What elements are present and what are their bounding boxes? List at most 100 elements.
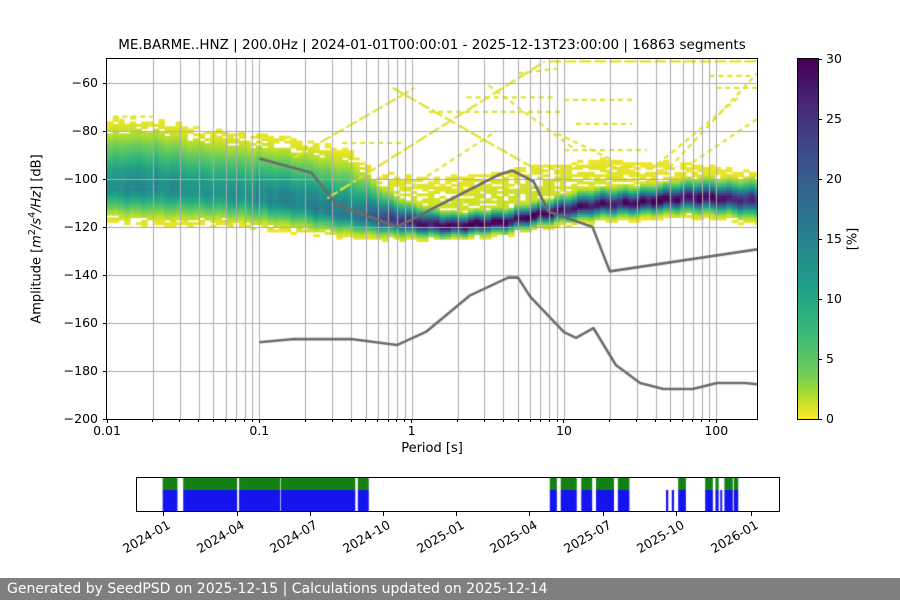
y-major-tick — [103, 178, 107, 180]
timeline-tick — [750, 512, 752, 516]
x-minor-tick — [556, 419, 558, 422]
x-tick-label: 0.01 — [93, 423, 121, 438]
y-major-tick — [103, 418, 107, 420]
x-minor-tick — [387, 419, 389, 422]
x-major-tick — [715, 419, 717, 423]
y-tick-label: −80 — [71, 123, 98, 138]
timeline-tick-label: 2024-04 — [193, 517, 247, 557]
x-minor-tick — [502, 419, 504, 422]
x-minor-tick — [539, 419, 541, 422]
colorbar-tick-label: 15 — [826, 231, 842, 246]
timeline-tick-label: 2025-07 — [560, 517, 614, 557]
colorbar-tick — [818, 238, 822, 240]
x-minor-tick — [517, 419, 519, 422]
x-minor-tick — [350, 419, 352, 422]
x-minor-tick — [365, 419, 367, 422]
x-minor-tick — [179, 419, 181, 422]
timeline-tick — [162, 512, 164, 516]
colorbar-tick-label: 20 — [826, 171, 842, 186]
x-minor-tick — [404, 419, 406, 422]
timeline-tick — [676, 512, 678, 516]
footer-bar: Generated by SeedPSD on 2025-12-15 | Cal… — [0, 578, 900, 600]
x-minor-tick — [331, 419, 333, 422]
x-minor-tick — [669, 419, 671, 422]
colorbar-tick-label: 5 — [826, 351, 834, 366]
y-major-tick — [103, 370, 107, 372]
x-major-tick — [106, 419, 108, 423]
timeline-tick — [309, 512, 311, 516]
y-major-tick — [103, 274, 107, 276]
ppsd-heatmap-canvas — [107, 59, 757, 419]
timeline-tick-label: 2025-01 — [413, 517, 467, 557]
timeline-tick — [456, 512, 458, 516]
colorbar-tick — [818, 118, 822, 120]
x-minor-tick — [708, 419, 710, 422]
x-minor-tick — [636, 419, 638, 422]
x-minor-tick — [457, 419, 458, 422]
x-minor-tick — [152, 419, 154, 422]
timeline-tick-label: 2025-04 — [486, 517, 540, 557]
x-axis-label: Period [s] — [401, 441, 463, 456]
y-axis-label-segment: 4 — [27, 211, 39, 218]
x-minor-tick — [235, 419, 237, 422]
y-axis-label-segment: / — [29, 207, 45, 212]
colorbar-tick-label: 10 — [826, 291, 842, 306]
main-axes-frame — [106, 58, 758, 420]
x-minor-tick — [198, 419, 200, 422]
coverage-timeline-canvas — [137, 478, 779, 511]
timeline-tick-label: 2026-01 — [707, 517, 761, 557]
y-tick-label: −200 — [63, 411, 98, 426]
x-minor-tick — [212, 419, 214, 422]
x-minor-tick — [701, 419, 703, 422]
x-minor-tick — [692, 419, 694, 422]
y-axis-label-segment: Amplitude [ — [29, 247, 45, 324]
x-minor-tick — [304, 419, 306, 422]
x-minor-tick — [251, 419, 253, 422]
timeline-tick — [603, 512, 605, 516]
x-minor-tick — [483, 419, 485, 422]
timeline-tick-label: 2025-10 — [633, 517, 687, 557]
y-axis-label-segment: 2 — [27, 229, 39, 236]
x-minor-tick — [529, 419, 531, 422]
x-minor-tick — [244, 419, 246, 422]
colorbar-tick — [818, 418, 822, 420]
y-tick-label: −140 — [63, 267, 98, 282]
timeline-frame — [136, 477, 780, 512]
colorbar-tick — [818, 58, 822, 60]
y-major-tick — [103, 130, 107, 132]
timeline-tick — [529, 512, 531, 516]
y-tick-label: −160 — [63, 315, 98, 330]
colorbar-tick-label: 30 — [826, 51, 842, 66]
x-major-tick — [258, 419, 260, 423]
y-major-tick — [103, 226, 107, 228]
x-minor-tick — [225, 419, 227, 422]
y-major-tick — [103, 322, 107, 324]
x-minor-tick — [396, 419, 398, 422]
colorbar-tick-label: 0 — [826, 411, 834, 426]
colorbar-tick — [818, 298, 822, 300]
y-tick-label: −120 — [63, 219, 98, 234]
y-tick-label: −60 — [71, 75, 98, 90]
x-minor-tick — [377, 419, 379, 422]
y-major-tick — [103, 82, 107, 84]
plot-title: ME.BARME..HNZ | 200.0Hz | 2024-01-01T00:… — [118, 37, 746, 53]
y-axis-label-segment: m — [29, 235, 45, 248]
timeline-tick — [382, 512, 384, 516]
x-tick-label: 0.1 — [249, 423, 270, 438]
x-tick-label: 1 — [407, 423, 416, 438]
colorbar-tick — [818, 358, 822, 360]
colorbar-tick — [818, 178, 822, 180]
y-axis-label-segment: Hz — [29, 190, 45, 208]
timeline-tick-label: 2024-01 — [119, 517, 173, 557]
x-major-tick — [563, 419, 565, 423]
x-tick-label: 100 — [704, 423, 729, 438]
y-tick-label: −100 — [63, 171, 98, 186]
timeline-tick-label: 2024-07 — [266, 517, 320, 557]
x-tick-label: 10 — [556, 423, 572, 438]
timeline-tick — [236, 512, 238, 516]
x-minor-tick — [609, 419, 611, 422]
x-minor-tick — [548, 419, 550, 422]
colorbar-canvas — [798, 59, 818, 419]
x-minor-tick — [682, 419, 683, 422]
